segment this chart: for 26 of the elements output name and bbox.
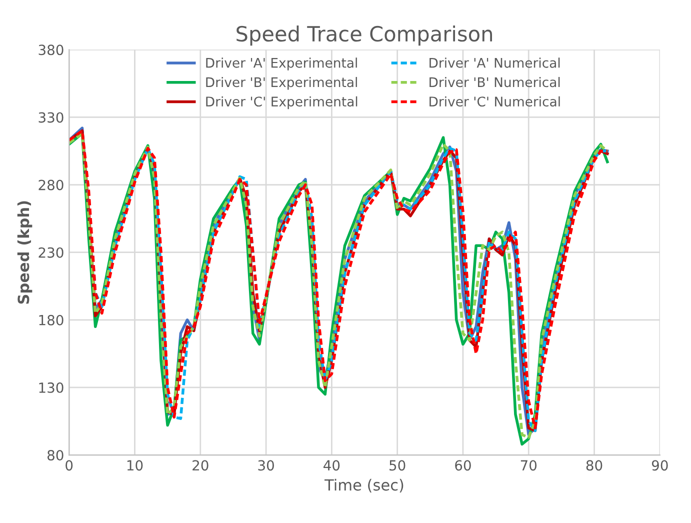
y-axis-title: Speed (kph) <box>17 201 32 304</box>
x-tick-label: 20 <box>192 460 208 471</box>
x-tick-label: 60 <box>455 460 471 471</box>
y-tick-label: 130 <box>39 382 64 393</box>
y-tick-label: 280 <box>38 180 64 190</box>
y-tick-label: 180 <box>39 314 64 326</box>
x-tick-label: 40 <box>324 460 340 471</box>
x-axis-title: Time (sec) <box>324 478 404 492</box>
y-tick-label: 380 <box>38 44 64 56</box>
y-tick-label: 80 <box>48 450 64 460</box>
legend-label: Driver 'B' Experimental <box>206 76 357 90</box>
legend-label: Driver 'C' Numerical <box>430 96 560 107</box>
x-tick-label: 0 <box>66 460 73 471</box>
x-tick-label: 30 <box>258 460 274 471</box>
x-tick-label: 70 <box>520 460 537 471</box>
legend-label: Driver 'A' Numerical <box>430 58 560 68</box>
legend-label: Driver 'C' Experimental <box>206 96 358 110</box>
y-tick-label: 230 <box>38 247 64 258</box>
y-tick-label: 330 <box>38 112 64 123</box>
x-tick-label: 90 <box>652 460 668 471</box>
x-tick-label: 80 <box>586 460 602 471</box>
legend-label: Driver 'B' Numerical <box>430 76 560 88</box>
chart-title: Speed Trace Comparison <box>236 26 492 46</box>
x-tick-label: 10 <box>127 460 143 471</box>
legend-label: Driver 'A' Experimental <box>206 58 357 70</box>
x-tick-label: 50 <box>390 460 406 471</box>
